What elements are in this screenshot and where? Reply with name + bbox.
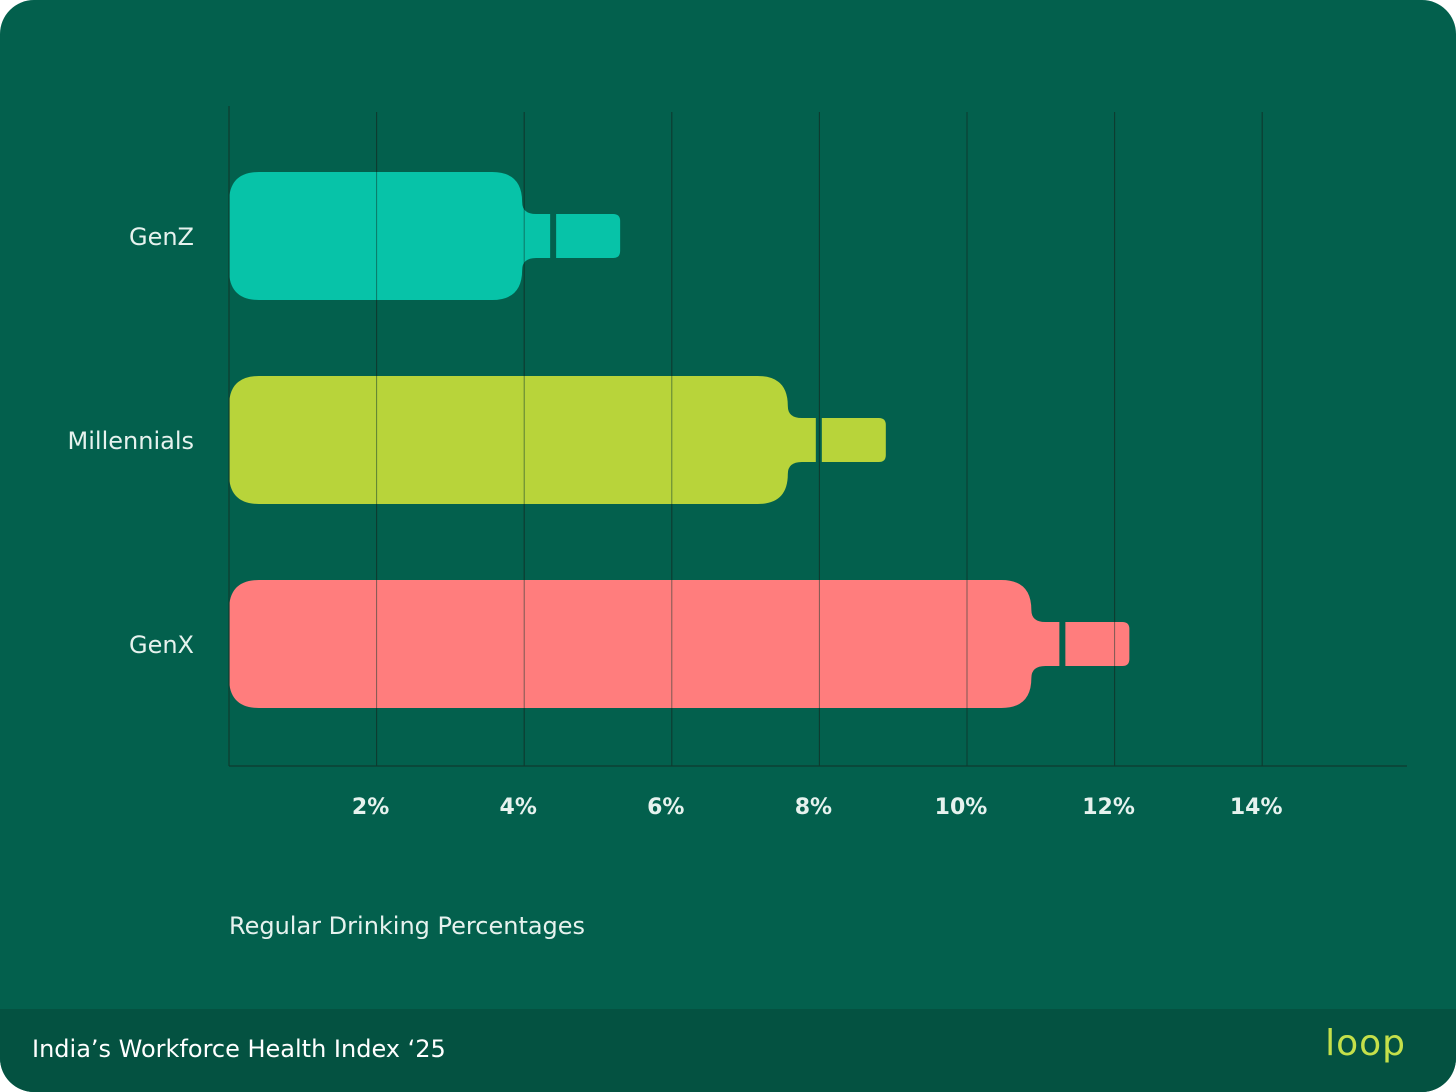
- bar-cap-genx: [1065, 622, 1130, 666]
- category-label-genx: GenX: [129, 631, 194, 659]
- bar-body-genx: [229, 580, 1060, 708]
- tick-label-2: 2%: [352, 795, 389, 820]
- tick-label-4: 4%: [500, 795, 537, 820]
- axes: [228, 106, 1407, 767]
- footer-title: India’s Workforce Health Index ‘25: [32, 1035, 446, 1063]
- bar-genz: [229, 172, 621, 300]
- bars: [229, 172, 1130, 708]
- bar-body-genz: [229, 172, 551, 300]
- gridline-overlay: [376, 112, 1263, 766]
- tick-labels: 2% 4% 6% 8% 10% 12% 14%: [352, 795, 1283, 820]
- tick-label-8: 8%: [795, 795, 832, 820]
- tick-label-6: 6%: [647, 795, 684, 820]
- bar-cap-millennials: [821, 418, 886, 462]
- bar-cap-genz: [556, 214, 621, 258]
- footer-bar: India’s Workforce Health Index ‘25 loop: [0, 1009, 1456, 1092]
- x-axis-title: Regular Drinking Percentages: [229, 912, 586, 940]
- bar-genx: [229, 580, 1130, 708]
- tick-label-14: 14%: [1230, 795, 1283, 820]
- category-label-millennials: Millennials: [68, 427, 194, 455]
- tick-label-12: 12%: [1082, 795, 1135, 820]
- bar-chart: GenZ Millennials GenX 2% 4% 6% 8% 10% 12% 14%: [68, 106, 1407, 820]
- category-labels: GenZ Millennials GenX: [68, 223, 194, 659]
- tick-label-10: 10%: [935, 795, 988, 820]
- bar-millennials: [229, 376, 886, 504]
- loop-logo: loop: [1325, 1023, 1406, 1064]
- category-label-genz: GenZ: [129, 223, 194, 251]
- bar-body-millennials: [229, 376, 816, 504]
